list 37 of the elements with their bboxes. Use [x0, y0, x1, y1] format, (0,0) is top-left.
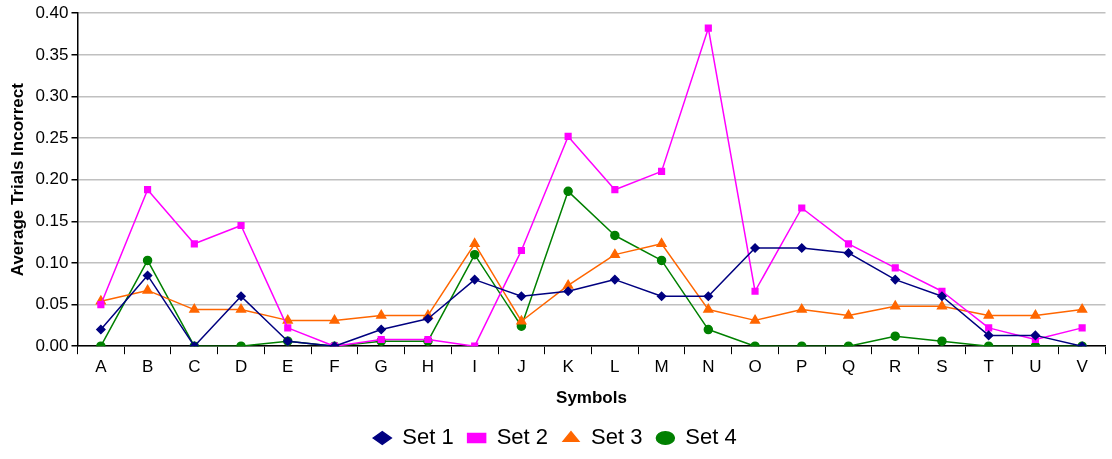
x-tick-label: D — [234, 357, 248, 377]
x-tick-label: O — [748, 357, 762, 377]
y-tick-label: 0.15 — [35, 211, 69, 231]
x-tick-label: N — [702, 357, 715, 377]
x-tick-label: H — [421, 357, 435, 377]
y-tick-label: 0.35 — [35, 44, 69, 64]
x-tick-label: L — [610, 357, 620, 377]
legend-label: Set 2 — [496, 424, 549, 450]
x-tick-label: Q — [841, 357, 856, 377]
x-tick-label: M — [654, 357, 669, 377]
x-tick-label: V — [1076, 357, 1089, 377]
x-tick-label: E — [282, 357, 294, 377]
x-tick-label: S — [936, 357, 948, 377]
x-tick-label: G — [374, 357, 388, 377]
y-tick-label: 0.40 — [35, 2, 69, 22]
y-tick-label: 0.05 — [35, 294, 69, 314]
x-tick-label: F — [329, 357, 340, 377]
legend-label: Set 1 — [402, 424, 454, 450]
x-tick-label: K — [562, 357, 575, 377]
y-tick-label: 0.30 — [35, 86, 69, 106]
x-tick-label: T — [983, 357, 994, 377]
x-tick-label: J — [517, 357, 526, 377]
x-tick-label: I — [472, 357, 478, 377]
x-tick-label: R — [889, 357, 902, 377]
x-tick-label: U — [1029, 357, 1042, 377]
x-tick-label: B — [141, 357, 154, 377]
y-tick-label: 0.20 — [35, 169, 69, 189]
x-tick-label: C — [188, 357, 201, 377]
y-tick-label: 0.25 — [35, 127, 69, 147]
y-tick-label: 0.00 — [35, 335, 69, 355]
legend-label: Set 4 — [685, 424, 737, 450]
x-tick-label: P — [796, 357, 808, 377]
y-axis-title: Average Trials Incorrect — [7, 82, 27, 277]
x-tick-label: A — [95, 357, 108, 377]
legend-label: Set 3 — [591, 424, 643, 450]
x-axis-title: Symbols — [556, 388, 627, 408]
y-tick-label: 0.10 — [35, 252, 69, 272]
